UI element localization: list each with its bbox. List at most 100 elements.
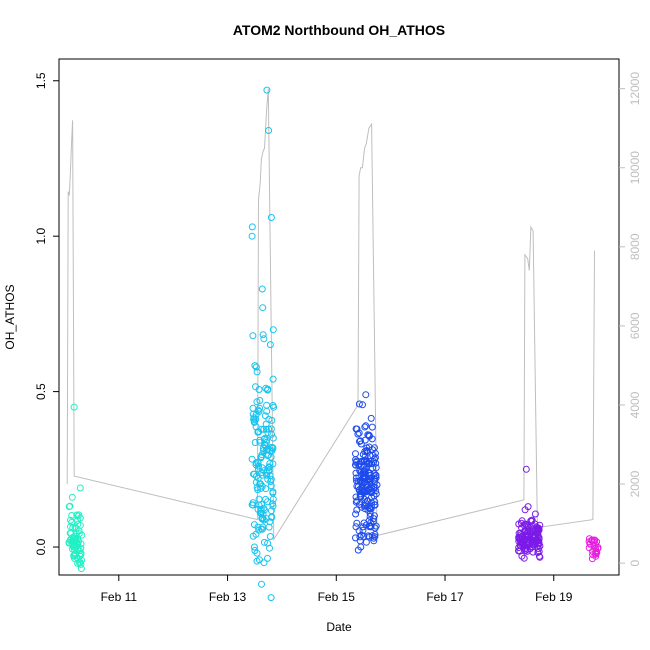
data-point (371, 524, 379, 532)
data-point (535, 534, 543, 542)
data-point (365, 459, 373, 467)
data-point (361, 448, 369, 455)
data-point (365, 504, 373, 512)
data-point (255, 386, 263, 393)
data-point (362, 391, 370, 399)
data-point (364, 497, 372, 505)
data-point (362, 521, 370, 529)
data-point (370, 534, 378, 542)
data-point (267, 507, 275, 515)
data-point (535, 525, 542, 532)
data-point (253, 484, 261, 491)
data-point (248, 232, 256, 240)
data-point (363, 457, 370, 465)
data-point (269, 460, 277, 468)
data-point (269, 502, 277, 510)
data-point (252, 472, 260, 480)
data-point (256, 397, 264, 404)
x-tick-label: Feb 11 (101, 590, 138, 604)
data-point (260, 516, 268, 524)
y2-tick-label: 0 (628, 559, 642, 566)
data-point (260, 335, 268, 343)
data-point (258, 285, 266, 293)
data-point (525, 538, 532, 546)
data-point (371, 533, 379, 541)
data-point (252, 410, 260, 418)
y2-tick-label: 6000 (628, 312, 642, 339)
y-tick-label: 1.5 (34, 72, 48, 89)
data-point (355, 460, 363, 468)
data-point (76, 484, 84, 492)
data-point (371, 475, 379, 483)
data-point (359, 469, 367, 477)
data-point (268, 513, 276, 521)
data-point (268, 416, 276, 424)
data-point (267, 214, 275, 221)
data-point (266, 460, 274, 467)
data-point (360, 468, 368, 476)
data-point (364, 532, 372, 540)
y2-tick-label: 8000 (628, 233, 642, 260)
data-point (352, 425, 360, 433)
data-point (522, 465, 530, 473)
y2-tick-label: 2000 (628, 470, 642, 497)
data-point (368, 488, 376, 496)
data-point (260, 538, 268, 546)
data-point (370, 515, 378, 523)
data-point (357, 437, 364, 445)
data-point (68, 512, 76, 519)
data-point (361, 423, 369, 431)
data-point (368, 503, 375, 510)
data-point (265, 523, 273, 531)
data-point (264, 554, 271, 562)
data-point (77, 565, 85, 573)
data-point (592, 548, 600, 556)
data-point (255, 556, 263, 564)
data-point (259, 304, 267, 312)
data-point (255, 495, 263, 503)
y-axis: 0.0 0.5 1.0 1.5 (34, 72, 59, 555)
data-point (65, 503, 73, 511)
data-point (77, 540, 85, 548)
data-point (366, 510, 374, 517)
data-point (254, 406, 262, 414)
data-point (269, 375, 277, 383)
data-point (352, 469, 360, 477)
y-axis-label: OH_ATHOS (3, 284, 17, 349)
data-point (269, 489, 277, 497)
data-point (366, 475, 374, 483)
data-points-layer (65, 86, 602, 602)
data-point (524, 526, 532, 534)
data-point (262, 485, 270, 493)
data-point (592, 550, 600, 557)
data-point (259, 525, 266, 533)
data-point (352, 474, 360, 482)
data-point (76, 514, 84, 522)
data-point (370, 537, 378, 545)
data-point (353, 519, 361, 527)
y-tick-label: 0.5 (34, 383, 48, 400)
data-point (371, 454, 379, 462)
data-point (266, 341, 274, 349)
data-point (68, 493, 76, 501)
data-point (364, 448, 372, 456)
data-point (531, 510, 539, 518)
data-point (362, 480, 370, 488)
data-point (261, 412, 269, 420)
data-point (352, 450, 359, 458)
data-point (361, 505, 369, 513)
data-point (265, 466, 273, 474)
data-point (592, 552, 600, 560)
data-point (253, 549, 261, 557)
y-tick-label: 0.0 (34, 538, 48, 555)
data-point (260, 425, 268, 433)
data-point (67, 523, 74, 531)
data-point (263, 401, 271, 409)
y2-tick-label: 4000 (628, 391, 642, 418)
x-axis-label: Date (326, 620, 352, 634)
data-point (77, 549, 85, 557)
y2-tick-label: 12000 (628, 72, 642, 106)
data-point (265, 463, 273, 471)
data-point (368, 423, 376, 431)
data-point (360, 472, 368, 480)
